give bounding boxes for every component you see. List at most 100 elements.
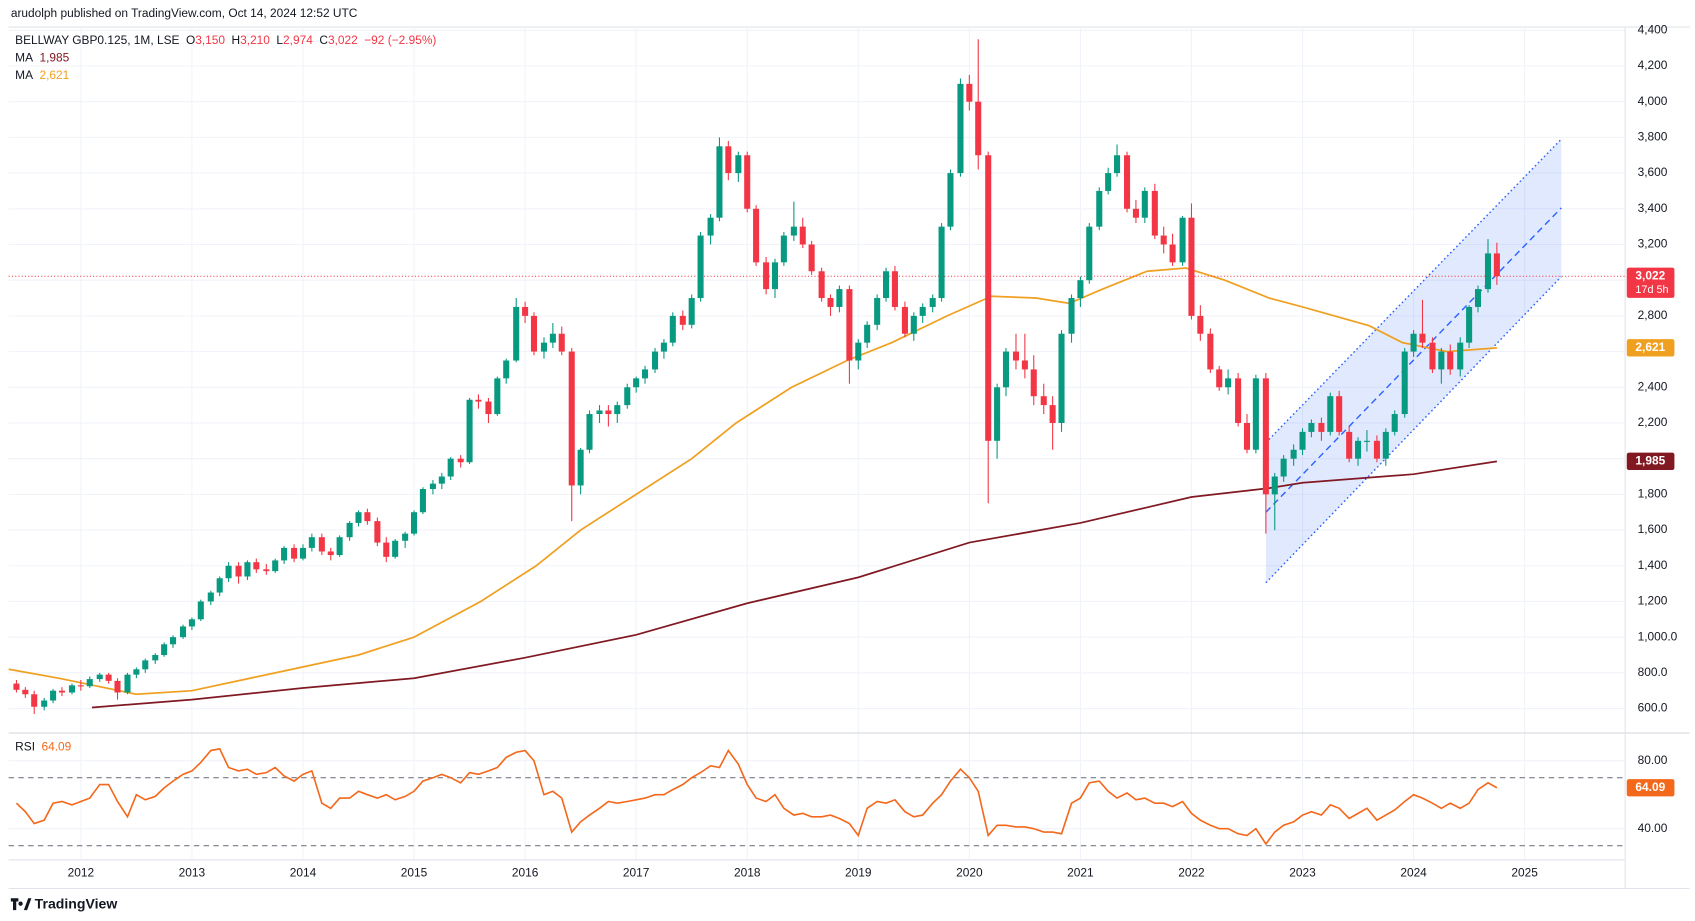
candle-body <box>457 458 464 463</box>
y-tick-label: 2,800 <box>1638 308 1668 322</box>
legend-text: BELLWAY GBP0.125, 1M, LSE <box>15 33 179 47</box>
candle-body <box>910 315 917 334</box>
candle-body <box>1124 155 1131 209</box>
x-tick-label: 2019 <box>845 865 872 879</box>
candle-body <box>1447 351 1454 370</box>
candle-body <box>1438 351 1445 370</box>
candle-body <box>133 669 140 675</box>
candle-body <box>808 244 815 272</box>
y-tick-label: 3,600 <box>1638 165 1668 179</box>
candle-body <box>216 578 223 593</box>
candle-body <box>596 410 603 415</box>
candle-body <box>549 333 556 343</box>
candle-body <box>281 547 288 561</box>
price-tag-countdown: 17d 5h <box>1635 284 1668 296</box>
y-tick-label: 4,000 <box>1638 94 1668 108</box>
candle-body <box>355 512 362 523</box>
candle-body <box>1086 226 1093 281</box>
candle-body <box>402 533 409 541</box>
candle-body <box>1419 333 1426 343</box>
candle-body <box>383 542 390 557</box>
candle-body <box>1151 190 1158 236</box>
logo-icon <box>10 898 32 911</box>
candle-body <box>447 458 454 477</box>
candle-body <box>22 689 29 695</box>
candle-body <box>716 146 723 218</box>
candle-body <box>836 289 843 307</box>
candle-body <box>1382 431 1389 459</box>
candle-body <box>1318 422 1325 432</box>
candle-body <box>1373 440 1380 459</box>
y-tick-label: 1,400 <box>1638 558 1668 572</box>
candle-body <box>41 700 48 707</box>
candle-body <box>1401 351 1408 415</box>
candle-body <box>985 155 992 441</box>
legend-line: RSI 64.09 <box>15 740 72 754</box>
candle-body <box>1169 244 1176 263</box>
candle-body <box>688 298 695 325</box>
legend-text: RSI <box>15 740 35 754</box>
candle-body <box>697 235 704 299</box>
channel-upper <box>1265 138 1562 444</box>
candle-body <box>124 674 131 693</box>
candle-body <box>1216 369 1223 388</box>
candle-body <box>827 298 834 307</box>
candle-body <box>1058 333 1065 423</box>
candle-body <box>161 644 168 656</box>
x-tick-label: 2023 <box>1289 865 1316 879</box>
y-tick-label: 1,800 <box>1638 487 1668 501</box>
moving-average <box>91 460 1498 709</box>
candle-body <box>1336 396 1343 432</box>
candle-body <box>790 226 797 236</box>
candle-body <box>1030 369 1037 397</box>
candle-body <box>763 262 770 290</box>
legend-text: H <box>232 33 241 47</box>
publish-info: arudolph published on TradingView.com, O… <box>11 6 358 20</box>
price-tag-label: 3,022 <box>1635 268 1665 282</box>
candle-body <box>660 342 667 352</box>
y-tick-label: 80.00 <box>1638 753 1668 767</box>
candle-body <box>1012 351 1020 361</box>
candle-body <box>558 333 565 352</box>
legend-text: 3,022 <box>328 33 358 47</box>
candle-body <box>799 226 806 245</box>
candle-body <box>1132 208 1139 218</box>
candle-body <box>327 551 334 556</box>
legend-line: MA 2,621 <box>15 68 70 82</box>
x-tick-label: 2022 <box>1178 865 1205 879</box>
channel-middle <box>1265 207 1562 513</box>
candle-body <box>1252 378 1259 450</box>
candle-body <box>1105 173 1112 191</box>
candle-body <box>891 271 898 307</box>
x-tick-label: 2017 <box>623 865 650 879</box>
candle-body <box>105 674 112 681</box>
candle-body <box>679 315 686 325</box>
candle-body <box>855 342 862 361</box>
candle-body <box>1243 422 1251 450</box>
candle-body <box>1271 476 1278 495</box>
candle-body <box>346 522 353 538</box>
x-tick-label: 2016 <box>512 865 539 879</box>
candle-body <box>438 476 445 484</box>
x-tick-label: 2012 <box>68 865 95 879</box>
y-tick-label: 2,400 <box>1638 379 1668 393</box>
candle-body <box>929 298 936 307</box>
x-tick-label: 2025 <box>1511 865 1538 879</box>
candle-body <box>13 683 20 690</box>
candle-body <box>1225 378 1232 388</box>
candle-body <box>1308 422 1315 432</box>
x-tick-label: 2021 <box>1067 865 1094 879</box>
candle-body <box>1474 289 1482 307</box>
candle-body <box>780 235 787 263</box>
x-tick-label: 2013 <box>179 865 206 879</box>
candle-body <box>50 690 57 701</box>
y-tick-label: 1,600 <box>1638 522 1668 536</box>
candle-body <box>586 414 593 450</box>
candle-body <box>96 674 103 680</box>
candle-body <box>225 565 232 579</box>
candle-body <box>652 351 659 370</box>
candle-body <box>994 387 1001 441</box>
